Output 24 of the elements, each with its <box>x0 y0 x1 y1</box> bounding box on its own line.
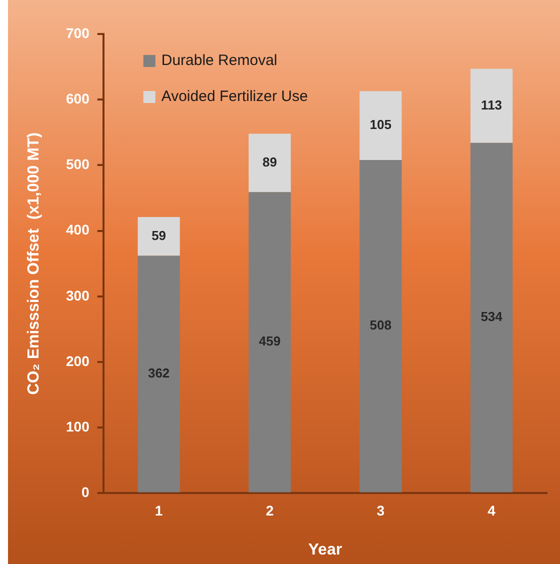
data-label: 89 <box>262 154 277 170</box>
x-axis-title: Year <box>308 541 342 558</box>
data-label: 362 <box>148 366 170 381</box>
data-label: 59 <box>152 228 166 243</box>
x-tick-label: 4 <box>488 502 496 518</box>
data-label: 534 <box>480 309 504 324</box>
y-tick-label: 0 <box>82 484 90 500</box>
legend-label: Avoided Fertilizer Use <box>161 88 308 106</box>
y-tick-label: 700 <box>66 24 90 41</box>
data-label: 459 <box>258 334 281 349</box>
data-label: 113 <box>481 97 502 112</box>
y-tick-label: 400 <box>66 222 90 238</box>
y-tick-label: 100 <box>66 418 90 434</box>
y-tick-label: 500 <box>66 156 90 172</box>
y-tick-label: 300 <box>66 287 90 304</box>
y-axis-title: CO₂ Emisssion Offset (x1,000 MT) <box>25 132 42 395</box>
x-tick-label: 1 <box>154 502 163 518</box>
x-tick-label: 3 <box>376 502 385 518</box>
y-tick-label: 600 <box>66 90 90 106</box>
y-tick-label: 200 <box>66 352 90 369</box>
data-label: 508 <box>370 318 392 333</box>
x-tick-label: 2 <box>266 502 274 518</box>
legend-label: Durable Removal <box>161 52 278 70</box>
data-label: 105 <box>370 117 392 132</box>
